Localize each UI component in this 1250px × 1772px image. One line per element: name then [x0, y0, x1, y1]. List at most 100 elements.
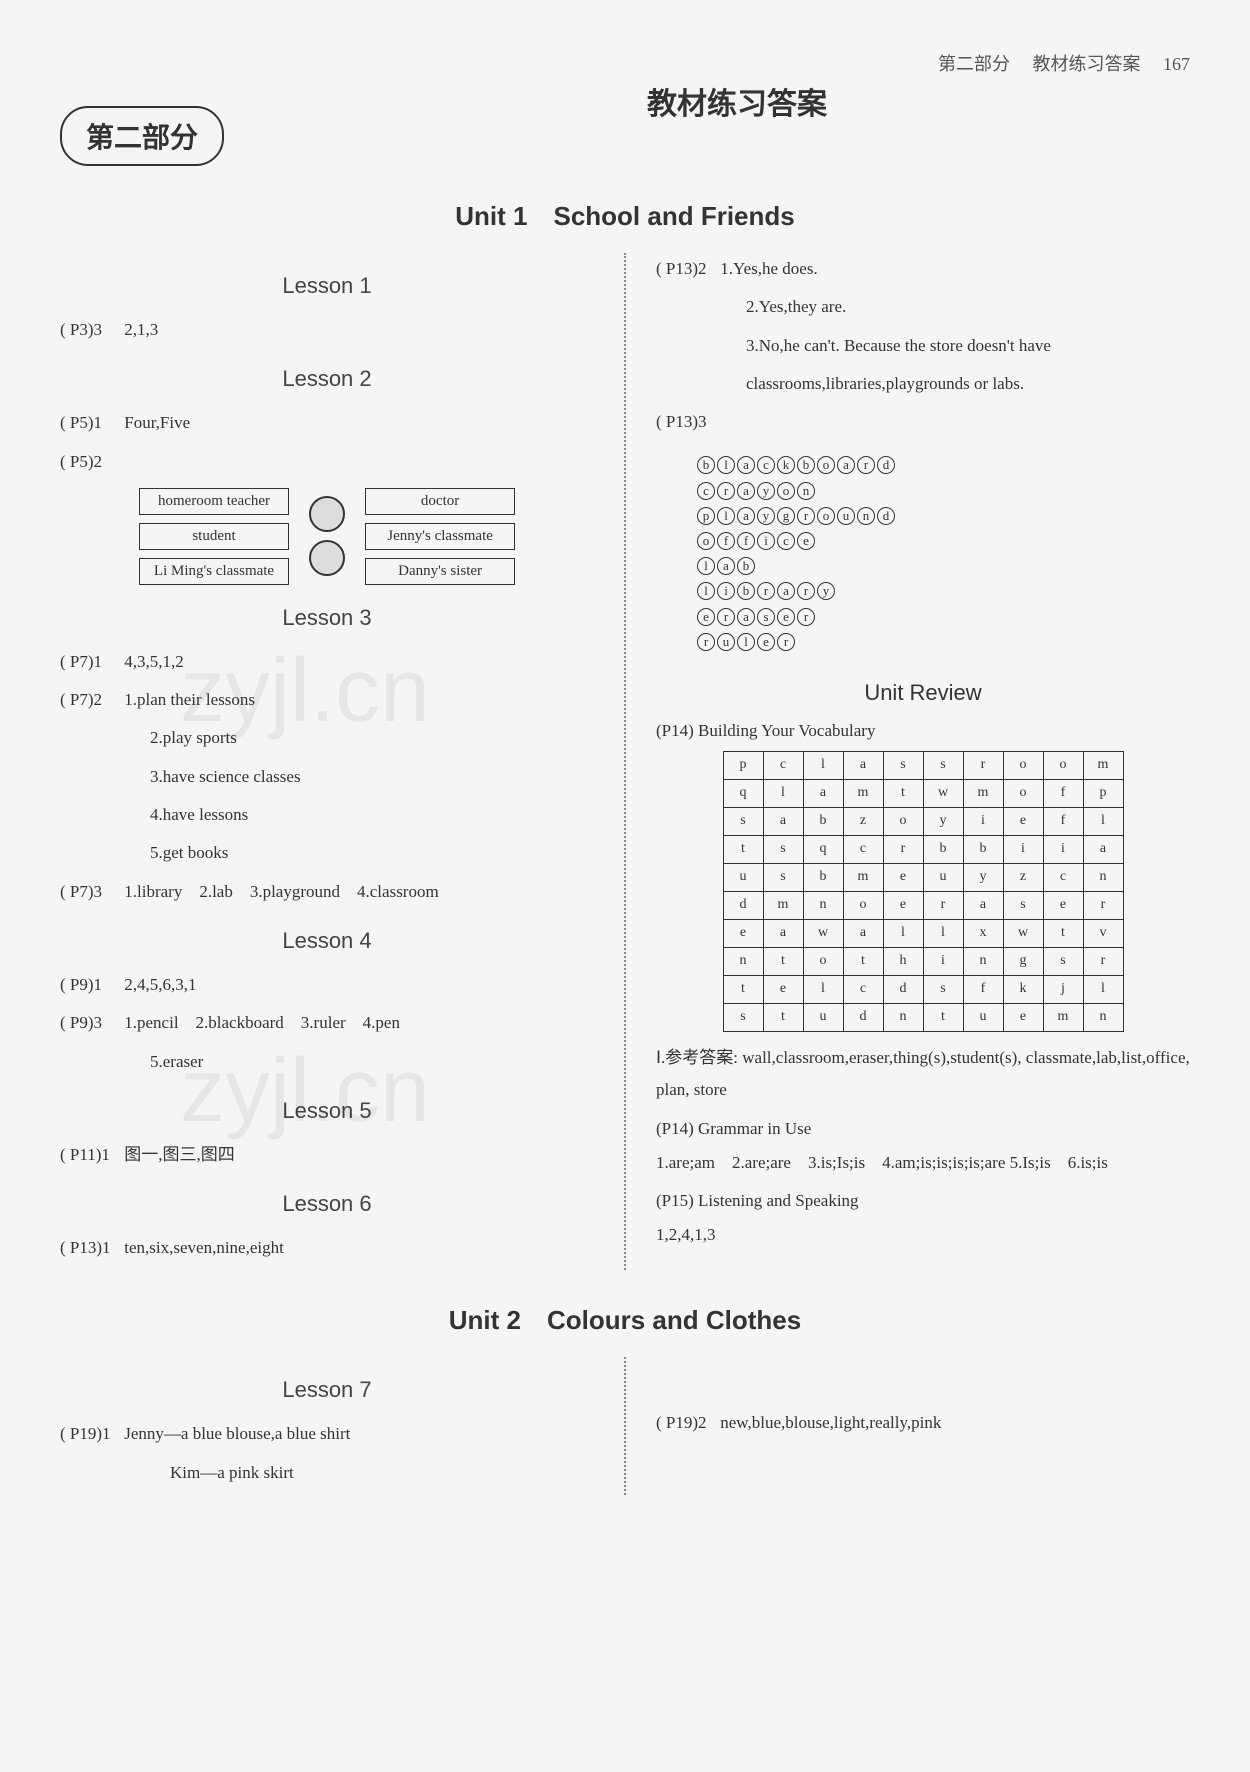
unit2-columns: Lesson 7 ( P19)1 Jenny—a blue blouse,a b…: [60, 1357, 1190, 1495]
circled-letter: a: [737, 456, 755, 474]
circled-letter: b: [737, 582, 755, 600]
vocab-cell: s: [1043, 947, 1083, 975]
vocab-cell: t: [723, 975, 763, 1003]
circled-letter: g: [777, 507, 795, 525]
lesson3-item: ( P7)1 4,3,5,1,2: [60, 646, 594, 678]
vocab-cell: e: [1003, 807, 1043, 835]
grammar-answers: 1.are;am 2.are;are 3.is;Is;is 4.am;is;is…: [656, 1147, 1190, 1179]
vocab-cell: r: [923, 891, 963, 919]
match-box: Li Ming's classmate: [139, 558, 289, 585]
vocab-cell: y: [923, 807, 963, 835]
vocab-cell: e: [1043, 891, 1083, 919]
vocab-cell: r: [1083, 947, 1123, 975]
vocab-cell: t: [923, 1003, 963, 1031]
lesson1-item: ( P3)3 2,1,3: [60, 314, 594, 346]
vocab-cell: r: [963, 751, 1003, 779]
vocab-cell: p: [1083, 779, 1123, 807]
vocab-cell: m: [1083, 751, 1123, 779]
vocab-cell: r: [1083, 891, 1123, 919]
circled-letter: s: [757, 608, 775, 626]
item-ref: ( P13)1: [60, 1232, 120, 1264]
vocab-cell: c: [1043, 863, 1083, 891]
circled-letter: c: [757, 456, 775, 474]
vocab-cell: e: [723, 919, 763, 947]
vocab-cell: l: [803, 751, 843, 779]
lesson3-sub: 5.get books: [60, 837, 594, 869]
vocab-cell: j: [1043, 975, 1083, 1003]
vocab-cell: a: [763, 919, 803, 947]
lesson3-item: ( P7)2 1.plan their lessons: [60, 684, 594, 716]
vocab-cell: v: [1083, 919, 1123, 947]
circled-letter: i: [757, 532, 775, 550]
vocab-cell: i: [923, 947, 963, 975]
circled-letter: o: [697, 532, 715, 550]
p13-2: ( P13)2 1.Yes,he does.: [656, 253, 1190, 285]
vocab-cell: c: [763, 751, 803, 779]
vocab-cell: q: [803, 835, 843, 863]
puzzle-word: library: [696, 579, 1190, 604]
circled-letter: f: [737, 532, 755, 550]
lesson7-item: ( P19)1 Jenny—a blue blouse,a blue shirt: [60, 1418, 594, 1450]
circled-letter: k: [777, 456, 795, 474]
unit2-title: Unit 2 Colours and Clothes: [60, 1300, 1190, 1337]
vocab-cell: e: [763, 975, 803, 1003]
p13-3: ( P13)3: [656, 406, 1190, 438]
vocab-cell: l: [763, 779, 803, 807]
item-text: Jenny—a blue blouse,a blue shirt: [124, 1424, 350, 1443]
puzzle-word: blackboard: [696, 453, 1190, 478]
vocab-cell: w: [923, 779, 963, 807]
circled-letter: y: [757, 507, 775, 525]
item-ref: ( P9)1: [60, 969, 120, 1001]
circled-letter: e: [757, 633, 775, 651]
circled-letter: e: [697, 608, 715, 626]
circled-letter: u: [837, 507, 855, 525]
circled-letter: r: [697, 633, 715, 651]
vocab-cell: b: [923, 835, 963, 863]
item-text: 1.Yes,he does.: [720, 259, 817, 278]
vocab-cell: a: [763, 807, 803, 835]
vocab-cell: l: [1083, 975, 1123, 1003]
vocab-cell: s: [763, 835, 803, 863]
circled-letter: r: [757, 582, 775, 600]
vocab-cell: a: [963, 891, 1003, 919]
circled-letter: o: [817, 456, 835, 474]
lesson3-item3: ( P7)3 1.library 2.lab 3.playground 4.cl…: [60, 876, 594, 908]
circled-letter: o: [777, 482, 795, 500]
vocab-cell: u: [963, 1003, 1003, 1031]
circled-letter: e: [777, 608, 795, 626]
vocab-cell: s: [883, 751, 923, 779]
circled-letter: r: [777, 633, 795, 651]
circled-letter: a: [737, 608, 755, 626]
vocab-cell: d: [843, 1003, 883, 1031]
vocab-cell: q: [723, 779, 763, 807]
vocab-cell: s: [723, 1003, 763, 1031]
lesson4-title: Lesson 4: [60, 928, 594, 954]
circled-letter: r: [857, 456, 875, 474]
lesson5-item: ( P11)1 图一,图三,图四: [60, 1139, 594, 1171]
vocab-cell: s: [923, 751, 963, 779]
left-column: Lesson 1 ( P3)3 2,1,3 Lesson 2 ( P5)1 Fo…: [60, 253, 594, 1270]
puzzle-word: playground: [696, 504, 1190, 529]
lesson1-title: Lesson 1: [60, 273, 594, 299]
vocab-cell: d: [883, 975, 923, 1003]
circled-letter: l: [717, 507, 735, 525]
vocab-cell: e: [883, 863, 923, 891]
item-text: new,blue,blouse,light,really,pink: [720, 1413, 941, 1432]
vocab-cell: e: [1003, 1003, 1043, 1031]
circled-letter: c: [697, 482, 715, 500]
circled-letter: b: [697, 456, 715, 474]
lesson3-sub: 2.play sports: [60, 722, 594, 754]
vocab-cell: g: [1003, 947, 1043, 975]
vocab-cell: t: [723, 835, 763, 863]
vocab-cell: m: [1043, 1003, 1083, 1031]
item-ref: ( P13)2: [656, 253, 716, 285]
vocab-cell: o: [1043, 751, 1083, 779]
circled-letter: a: [737, 507, 755, 525]
circled-letter: p: [697, 507, 715, 525]
p13-2-line: 2.Yes,they are.: [656, 291, 1190, 323]
vocab-cell: n: [803, 891, 843, 919]
hdr-page: 167: [1163, 54, 1190, 74]
vocab-cell: k: [1003, 975, 1043, 1003]
puzzle-word: eraser: [696, 605, 1190, 630]
vocab-cell: t: [763, 1003, 803, 1031]
